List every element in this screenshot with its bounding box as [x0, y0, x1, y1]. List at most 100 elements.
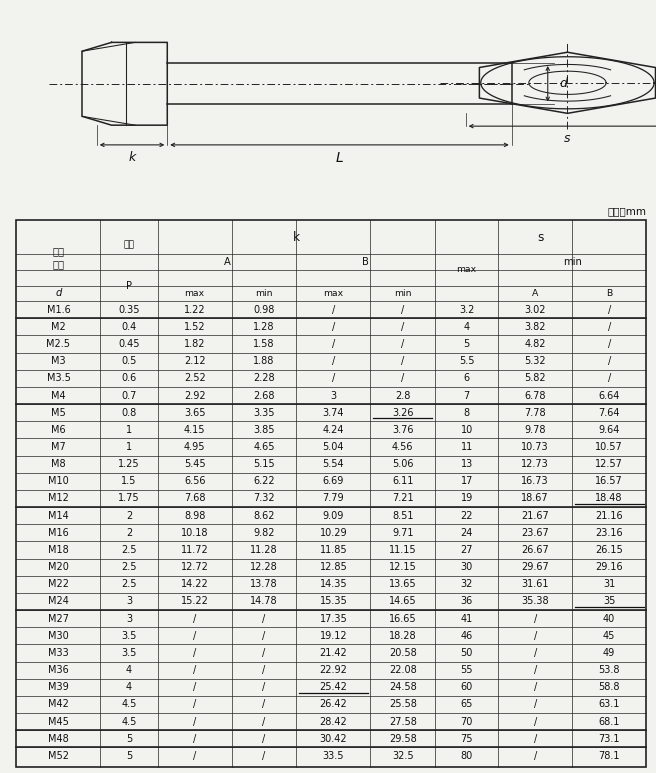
Text: 35.38: 35.38 [522, 597, 549, 607]
Text: /: / [193, 717, 196, 727]
Text: 13: 13 [461, 459, 473, 469]
Text: 17: 17 [461, 476, 473, 486]
Text: 5: 5 [126, 751, 133, 761]
Text: 15.22: 15.22 [180, 597, 209, 607]
Text: 5: 5 [464, 339, 470, 349]
Text: /: / [193, 734, 196, 744]
Text: /: / [533, 717, 537, 727]
Text: 7: 7 [464, 390, 470, 400]
Text: M8: M8 [51, 459, 66, 469]
Text: /: / [401, 339, 404, 349]
Text: 41: 41 [461, 614, 473, 624]
Text: /: / [262, 717, 266, 727]
Text: M7: M7 [51, 442, 66, 452]
Text: 27: 27 [461, 545, 473, 555]
Text: 6.11: 6.11 [392, 476, 413, 486]
Text: 4: 4 [464, 322, 470, 332]
Text: 4.56: 4.56 [392, 442, 413, 452]
Text: 3.82: 3.82 [524, 322, 546, 332]
Text: M3.5: M3.5 [47, 373, 70, 383]
Text: 0.98: 0.98 [253, 305, 275, 315]
Text: 4.82: 4.82 [524, 339, 546, 349]
Text: /: / [401, 305, 404, 315]
Text: 9.64: 9.64 [598, 425, 620, 435]
Text: /: / [332, 322, 335, 332]
Text: 5: 5 [126, 734, 133, 744]
Text: 2.5: 2.5 [121, 545, 137, 555]
Text: 21.42: 21.42 [319, 648, 347, 658]
Text: /: / [193, 614, 196, 624]
Text: 1.52: 1.52 [184, 322, 205, 332]
Text: 3.5: 3.5 [121, 648, 136, 658]
Text: M2.5: M2.5 [47, 339, 70, 349]
Text: 11.85: 11.85 [319, 545, 347, 555]
Text: 3.26: 3.26 [392, 407, 413, 417]
Text: M3: M3 [51, 356, 66, 366]
Text: M6: M6 [51, 425, 66, 435]
Text: 16.65: 16.65 [389, 614, 417, 624]
Text: B: B [362, 257, 369, 267]
Text: 3.2: 3.2 [459, 305, 474, 315]
Text: 10.57: 10.57 [595, 442, 623, 452]
Text: 11: 11 [461, 442, 473, 452]
Text: 5.82: 5.82 [524, 373, 546, 383]
Text: 12.85: 12.85 [319, 562, 347, 572]
Text: d: d [560, 77, 567, 90]
Text: 16.73: 16.73 [522, 476, 549, 486]
Text: 1.22: 1.22 [184, 305, 205, 315]
Text: 11.28: 11.28 [250, 545, 278, 555]
Text: M1.6: M1.6 [47, 305, 70, 315]
Text: /: / [533, 751, 537, 761]
Text: M27: M27 [48, 614, 69, 624]
Text: 4: 4 [126, 665, 132, 675]
Text: 49: 49 [603, 648, 615, 658]
Text: /: / [193, 683, 196, 693]
Text: 12.57: 12.57 [595, 459, 623, 469]
Text: 18.48: 18.48 [596, 493, 623, 503]
Text: 7.32: 7.32 [253, 493, 275, 503]
Text: A: A [224, 257, 230, 267]
Text: 14.35: 14.35 [319, 579, 347, 589]
Text: 4.65: 4.65 [253, 442, 275, 452]
Text: 7.79: 7.79 [323, 493, 344, 503]
Text: 19.12: 19.12 [319, 631, 347, 641]
Text: d: d [55, 288, 62, 298]
Text: A: A [532, 289, 539, 298]
Text: 3.02: 3.02 [524, 305, 546, 315]
Text: 45: 45 [603, 631, 615, 641]
Text: /: / [607, 305, 611, 315]
Text: 13.65: 13.65 [389, 579, 417, 589]
Text: min: min [394, 289, 411, 298]
Text: M52: M52 [48, 751, 69, 761]
Text: /: / [533, 734, 537, 744]
Text: 1.28: 1.28 [253, 322, 275, 332]
Text: 36: 36 [461, 597, 473, 607]
Text: 9.82: 9.82 [253, 528, 275, 538]
Text: 1: 1 [126, 442, 132, 452]
Text: 3.65: 3.65 [184, 407, 205, 417]
Text: 3: 3 [126, 614, 132, 624]
Text: /: / [533, 700, 537, 710]
Text: 20.58: 20.58 [389, 648, 417, 658]
Text: 1.75: 1.75 [118, 493, 140, 503]
Text: /: / [533, 631, 537, 641]
Text: /: / [262, 734, 266, 744]
Text: 2: 2 [126, 511, 133, 521]
Text: M5: M5 [51, 407, 66, 417]
Text: 1.58: 1.58 [253, 339, 275, 349]
Text: 32: 32 [461, 579, 473, 589]
Text: 60: 60 [461, 683, 473, 693]
Text: M22: M22 [48, 579, 69, 589]
Text: 2.28: 2.28 [253, 373, 275, 383]
Text: M30: M30 [48, 631, 69, 641]
Text: 2: 2 [126, 528, 133, 538]
Text: s: s [564, 131, 571, 145]
Text: 2.5: 2.5 [121, 579, 137, 589]
Text: /: / [607, 373, 611, 383]
Text: 3.85: 3.85 [253, 425, 275, 435]
Text: 22.08: 22.08 [389, 665, 417, 675]
Text: 8.51: 8.51 [392, 511, 413, 521]
Text: M14: M14 [48, 511, 69, 521]
Text: 0.7: 0.7 [121, 390, 136, 400]
Text: /: / [332, 356, 335, 366]
